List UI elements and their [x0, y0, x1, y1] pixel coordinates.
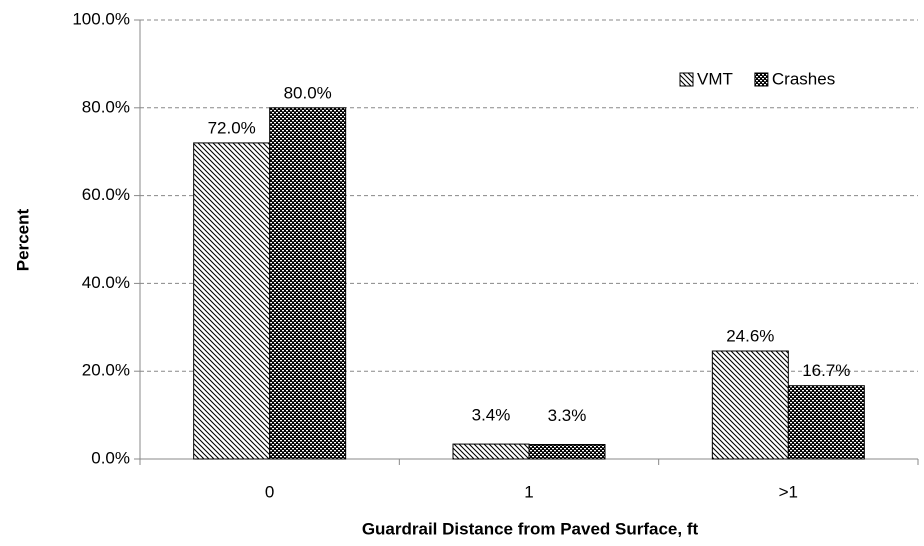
- x-axis-title: Guardrail Distance from Paved Surface, f…: [362, 519, 699, 538]
- bar: [452, 443, 530, 460]
- y-tick-label: 20.0%: [82, 361, 130, 380]
- bar: [193, 142, 271, 460]
- value-label: 80.0%: [284, 83, 332, 102]
- bar: [711, 350, 789, 460]
- y-axis-title: Percent: [13, 208, 32, 271]
- bar: [528, 444, 606, 460]
- y-tick-label: 40.0%: [82, 273, 130, 292]
- y-tick-label: 80.0%: [82, 97, 130, 116]
- bar: [269, 107, 347, 460]
- x-tick-label: >1: [779, 482, 798, 501]
- x-tick-label: 0: [265, 482, 274, 501]
- x-tick-label: 1: [524, 482, 533, 501]
- value-label: 72.0%: [208, 118, 256, 137]
- legend-swatch: [754, 72, 769, 87]
- legend-label: VMT: [697, 69, 733, 88]
- legend-swatch: [679, 72, 694, 87]
- legend-label: Crashes: [772, 69, 835, 88]
- y-tick-label: 60.0%: [82, 185, 130, 204]
- value-label: 3.3%: [548, 406, 587, 425]
- value-label: 24.6%: [726, 326, 774, 345]
- bar: [787, 385, 865, 460]
- value-label: 16.7%: [802, 361, 850, 380]
- value-label: 3.4%: [472, 406, 511, 425]
- y-tick-label: 100.0%: [72, 9, 130, 28]
- y-tick-label: 0.0%: [91, 448, 130, 467]
